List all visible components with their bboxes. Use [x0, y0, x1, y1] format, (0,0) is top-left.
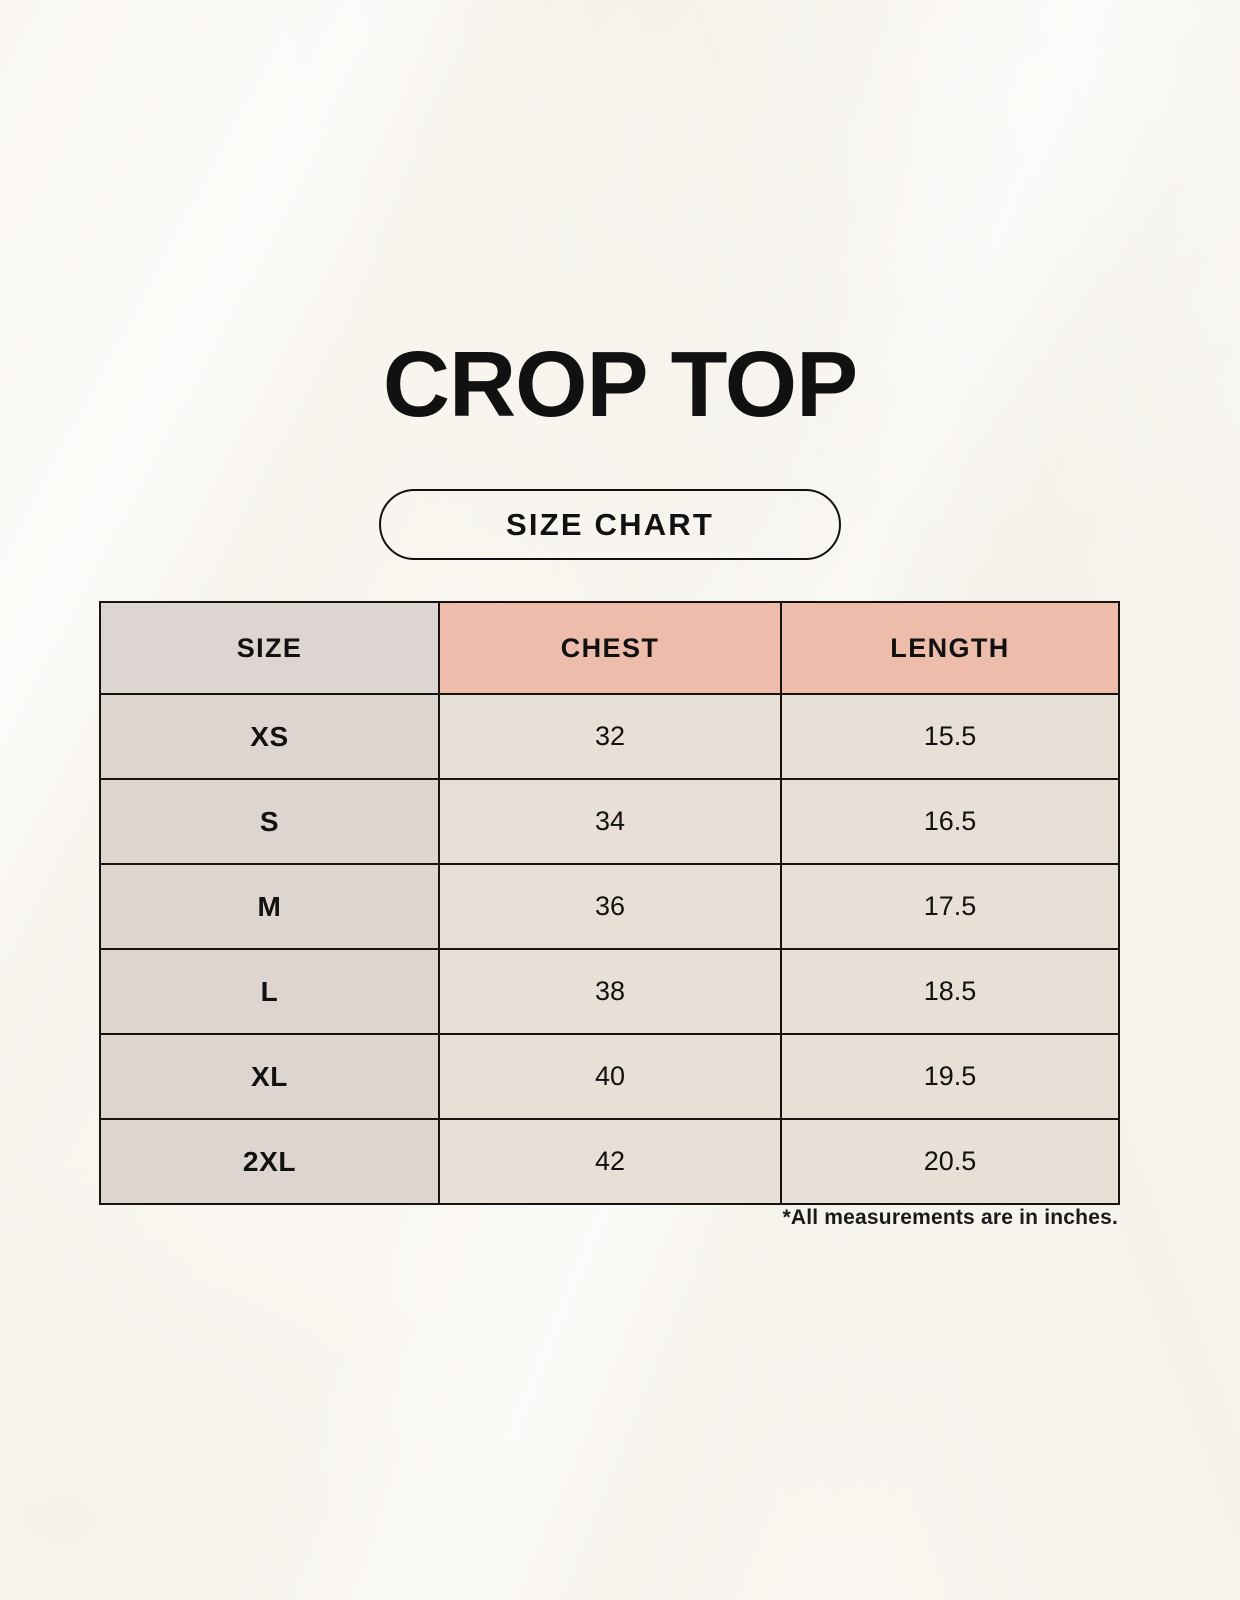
cell-length: 15.5 [780, 693, 1120, 780]
cell-size: XL [99, 1033, 440, 1120]
cell-size: M [99, 863, 440, 950]
cell-size: XS [99, 693, 440, 780]
table-header: SIZE CHEST LENGTH [99, 601, 1120, 695]
column-header-chest: CHEST [438, 601, 782, 695]
table-row: XL 40 19.5 [99, 1033, 1120, 1120]
cell-chest: 34 [438, 778, 782, 865]
column-header-size: SIZE [99, 601, 440, 695]
column-header-length: LENGTH [780, 601, 1120, 695]
cell-size: L [99, 948, 440, 1035]
table-row: S 34 16.5 [99, 778, 1120, 865]
table-body: XS 32 15.5 S 34 16.5 M 36 17.5 L 38 18.5… [99, 693, 1120, 1205]
cell-chest: 32 [438, 693, 782, 780]
table-row: L 38 18.5 [99, 948, 1120, 1035]
table-header-row: SIZE CHEST LENGTH [99, 601, 1120, 695]
page-title: CROP TOP [382, 332, 858, 436]
size-chart-badge: SIZE CHART [379, 489, 841, 560]
cell-chest: 38 [438, 948, 782, 1035]
cell-size: S [99, 778, 440, 865]
cell-length: 20.5 [780, 1118, 1120, 1205]
cell-size: 2XL [99, 1118, 440, 1205]
table-row: M 36 17.5 [99, 863, 1120, 950]
cell-chest: 36 [438, 863, 782, 950]
size-chart-badge-label: SIZE CHART [506, 506, 714, 542]
cell-length: 16.5 [780, 778, 1120, 865]
measurement-units-footnote: *All measurements are in inches. [782, 1206, 1118, 1229]
cell-chest: 40 [438, 1033, 782, 1120]
cell-length: 18.5 [780, 948, 1120, 1035]
cell-length: 17.5 [780, 863, 1120, 950]
size-chart-table: SIZE CHEST LENGTH XS 32 15.5 S 34 16.5 M… [99, 601, 1120, 1205]
table-row: 2XL 42 20.5 [99, 1118, 1120, 1205]
cell-length: 19.5 [780, 1033, 1120, 1120]
table-row: XS 32 15.5 [99, 693, 1120, 780]
cell-chest: 42 [438, 1118, 782, 1205]
